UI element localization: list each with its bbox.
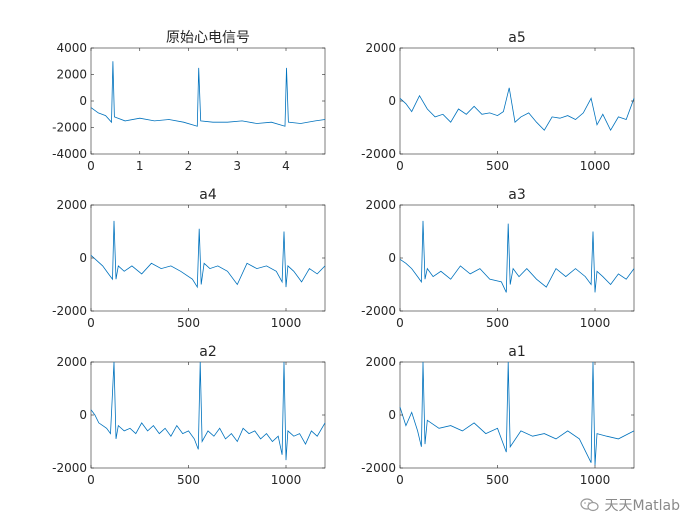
x-tick-label: 500	[486, 316, 509, 330]
y-tick-label: 0	[388, 251, 396, 265]
plot-area	[399, 47, 635, 155]
plot-area	[399, 204, 635, 312]
plot-area	[90, 204, 326, 312]
x-tick-label: 0	[396, 473, 404, 487]
y-tick-label: 0	[79, 408, 87, 422]
series-line	[399, 87, 635, 132]
subplot-title: a2	[199, 344, 217, 360]
series-line	[90, 361, 326, 461]
x-tick-label: 2	[185, 159, 193, 173]
y-tick-label: 2000	[56, 68, 87, 82]
y-tick-label: 2000	[56, 198, 87, 212]
x-tick-label: 500	[177, 473, 200, 487]
subplot-title: 原始心电信号	[166, 30, 250, 46]
y-tick-label: 2000	[365, 198, 396, 212]
y-tick-label: 0	[79, 251, 87, 265]
series-line	[90, 220, 326, 289]
y-tick-label: -2000	[361, 461, 396, 475]
x-tick-label: 0	[87, 159, 95, 173]
series-line	[399, 361, 635, 466]
x-tick-label: 1000	[580, 473, 611, 487]
y-tick-label: -2000	[361, 304, 396, 318]
x-tick-label: 0	[396, 159, 404, 173]
y-tick-label: 0	[79, 94, 87, 108]
x-tick-label: 500	[486, 473, 509, 487]
plot-area	[90, 361, 326, 469]
plot-area	[399, 361, 635, 469]
x-tick-label: 1000	[271, 473, 302, 487]
x-tick-label: 500	[177, 316, 200, 330]
subplot-1: 0 1 2 3 4 -4000 -2000 0 2000 4000 原始心电信号	[52, 30, 326, 173]
y-tick-label: -2000	[52, 121, 87, 135]
subplot-title: a5	[508, 30, 526, 46]
x-tick-label: 0	[87, 316, 95, 330]
x-tick-label: 0	[396, 316, 404, 330]
y-tick-label: 4000	[56, 41, 87, 55]
subplot-title: a3	[508, 187, 526, 203]
series-line	[399, 220, 635, 293]
y-tick-label: 2000	[56, 355, 87, 369]
y-tick-label: -2000	[52, 461, 87, 475]
y-tick-label: 0	[388, 94, 396, 108]
subplot-title: a1	[508, 344, 526, 360]
x-tick-label: 1000	[580, 316, 611, 330]
wechat-icon	[580, 498, 600, 512]
x-tick-label: 4	[282, 159, 290, 173]
plot-area	[90, 47, 326, 155]
x-tick-label: 0	[87, 473, 95, 487]
y-tick-label: 2000	[365, 355, 396, 369]
y-tick-label: -2000	[52, 304, 87, 318]
watermark-text: 天天Matlab	[604, 498, 680, 514]
x-tick-label: 3	[233, 159, 241, 173]
subplot-title: a4	[199, 187, 217, 203]
x-tick-label: 500	[486, 159, 509, 173]
x-tick-label: 1000	[271, 316, 302, 330]
watermark: 天天Matlab	[580, 495, 680, 515]
x-tick-label: 1	[136, 159, 144, 173]
y-tick-label: 2000	[365, 41, 396, 55]
y-tick-label: -2000	[361, 147, 396, 161]
y-tick-label: 0	[388, 408, 396, 422]
x-tick-label: 1000	[580, 159, 611, 173]
y-tick-label: -4000	[52, 147, 87, 161]
series-line	[90, 61, 326, 127]
